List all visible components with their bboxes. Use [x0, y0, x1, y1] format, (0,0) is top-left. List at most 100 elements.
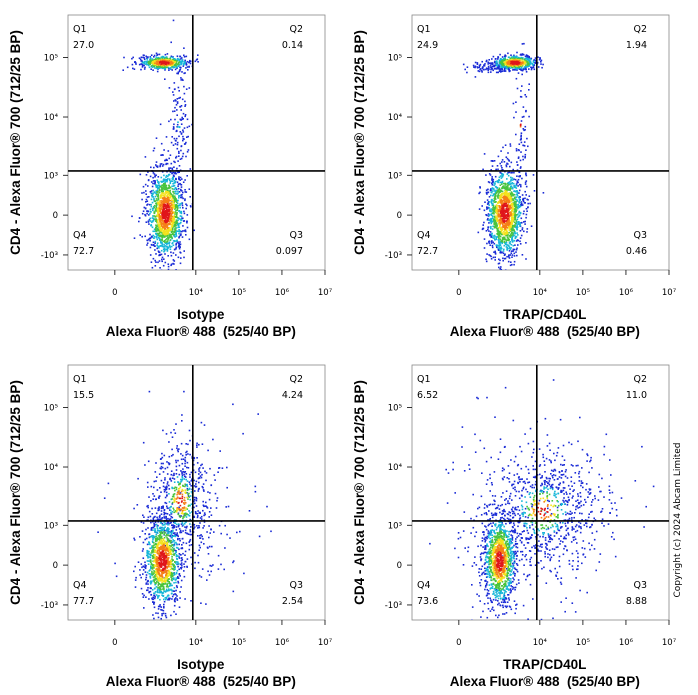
event-dot — [184, 526, 186, 528]
event-dot — [179, 597, 181, 599]
event-dot — [198, 549, 200, 551]
event-dot — [499, 208, 501, 211]
event-dot — [150, 203, 152, 206]
event-dot — [514, 203, 516, 206]
event-dot — [167, 178, 169, 180]
event-dot — [155, 185, 157, 187]
event-dot — [179, 204, 181, 207]
event-dot — [167, 268, 170, 270]
event-dot — [142, 565, 145, 568]
event-dot — [161, 466, 164, 469]
event-dot — [519, 211, 522, 214]
event-dot — [510, 54, 512, 56]
event-dot — [514, 210, 516, 212]
event-dot — [519, 225, 521, 227]
event-dot — [492, 204, 495, 207]
event-dot — [176, 207, 179, 209]
event-dot — [146, 61, 149, 63]
event-dot — [164, 245, 167, 247]
event-dot — [174, 593, 176, 595]
event-dot — [143, 60, 146, 63]
event-dot — [163, 222, 166, 224]
event-dot — [505, 243, 508, 246]
event-dot — [184, 72, 186, 74]
event-dot — [524, 156, 526, 159]
event-dot — [488, 230, 490, 232]
event-dot — [513, 211, 516, 213]
event-dot — [488, 196, 491, 198]
event-dot — [166, 495, 168, 497]
event-dot — [183, 570, 185, 572]
event-dot — [178, 223, 180, 225]
event-dot — [180, 105, 183, 107]
event-dot — [150, 68, 152, 70]
x-tick-label: 0 — [456, 288, 461, 298]
event-dot — [180, 196, 182, 199]
event-dot — [522, 212, 525, 215]
event-dot — [181, 454, 184, 457]
event-dot — [527, 61, 529, 63]
event-dot — [538, 58, 541, 61]
event-dot — [155, 225, 158, 227]
event-dot — [502, 146, 504, 149]
event-dot — [172, 174, 175, 177]
event-dot — [157, 518, 159, 521]
event-dot — [505, 246, 508, 248]
event-dot — [509, 254, 512, 256]
event-dot — [520, 90, 522, 92]
event-dot — [160, 608, 162, 611]
event-dot — [182, 112, 185, 115]
event-dot — [140, 576, 142, 579]
event-dot — [173, 61, 175, 64]
event-dot — [169, 182, 172, 185]
event-dot — [193, 526, 196, 528]
event-dot — [511, 207, 513, 209]
event-dot — [161, 256, 164, 259]
event-dot — [522, 68, 525, 71]
event-dot — [521, 43, 524, 45]
event-dot — [155, 192, 158, 194]
event-dot — [193, 552, 196, 554]
event-dot — [524, 66, 526, 68]
event-dot — [525, 67, 527, 70]
event-dot — [495, 244, 498, 246]
event-dot — [194, 486, 197, 488]
event-dot — [510, 203, 512, 206]
event-dot — [178, 244, 180, 246]
event-dot — [505, 193, 507, 196]
event-dot — [177, 72, 179, 75]
event-dot — [503, 240, 506, 243]
event-dot — [513, 260, 516, 263]
event-dot — [177, 459, 179, 462]
event-dot — [509, 213, 512, 216]
event-dot — [175, 104, 178, 106]
event-dot — [165, 485, 168, 488]
event-dot — [503, 192, 506, 195]
event-dot — [218, 524, 221, 527]
event-dot — [491, 68, 494, 70]
event-dot — [171, 242, 173, 245]
event-dot — [181, 462, 184, 465]
event-dot — [170, 61, 172, 64]
event-dot — [177, 565, 179, 568]
event-dot — [182, 129, 184, 131]
event-dot — [171, 534, 174, 537]
event-dot — [493, 182, 495, 184]
event-dot — [153, 215, 155, 217]
event-dot — [513, 221, 516, 224]
event-dot — [152, 219, 155, 222]
event-dot — [184, 59, 186, 62]
event-dot — [176, 222, 178, 225]
event-dot — [510, 179, 512, 182]
event-dot — [171, 188, 174, 190]
event-dot — [185, 88, 188, 90]
event-dot — [144, 207, 147, 209]
event-dot — [226, 466, 228, 469]
event-dot — [477, 70, 480, 72]
event-dot — [179, 567, 182, 569]
event-dot — [518, 192, 520, 194]
event-dot — [494, 197, 496, 199]
event-dot — [147, 486, 149, 488]
event-dot — [149, 191, 152, 193]
event-dot — [160, 196, 163, 198]
